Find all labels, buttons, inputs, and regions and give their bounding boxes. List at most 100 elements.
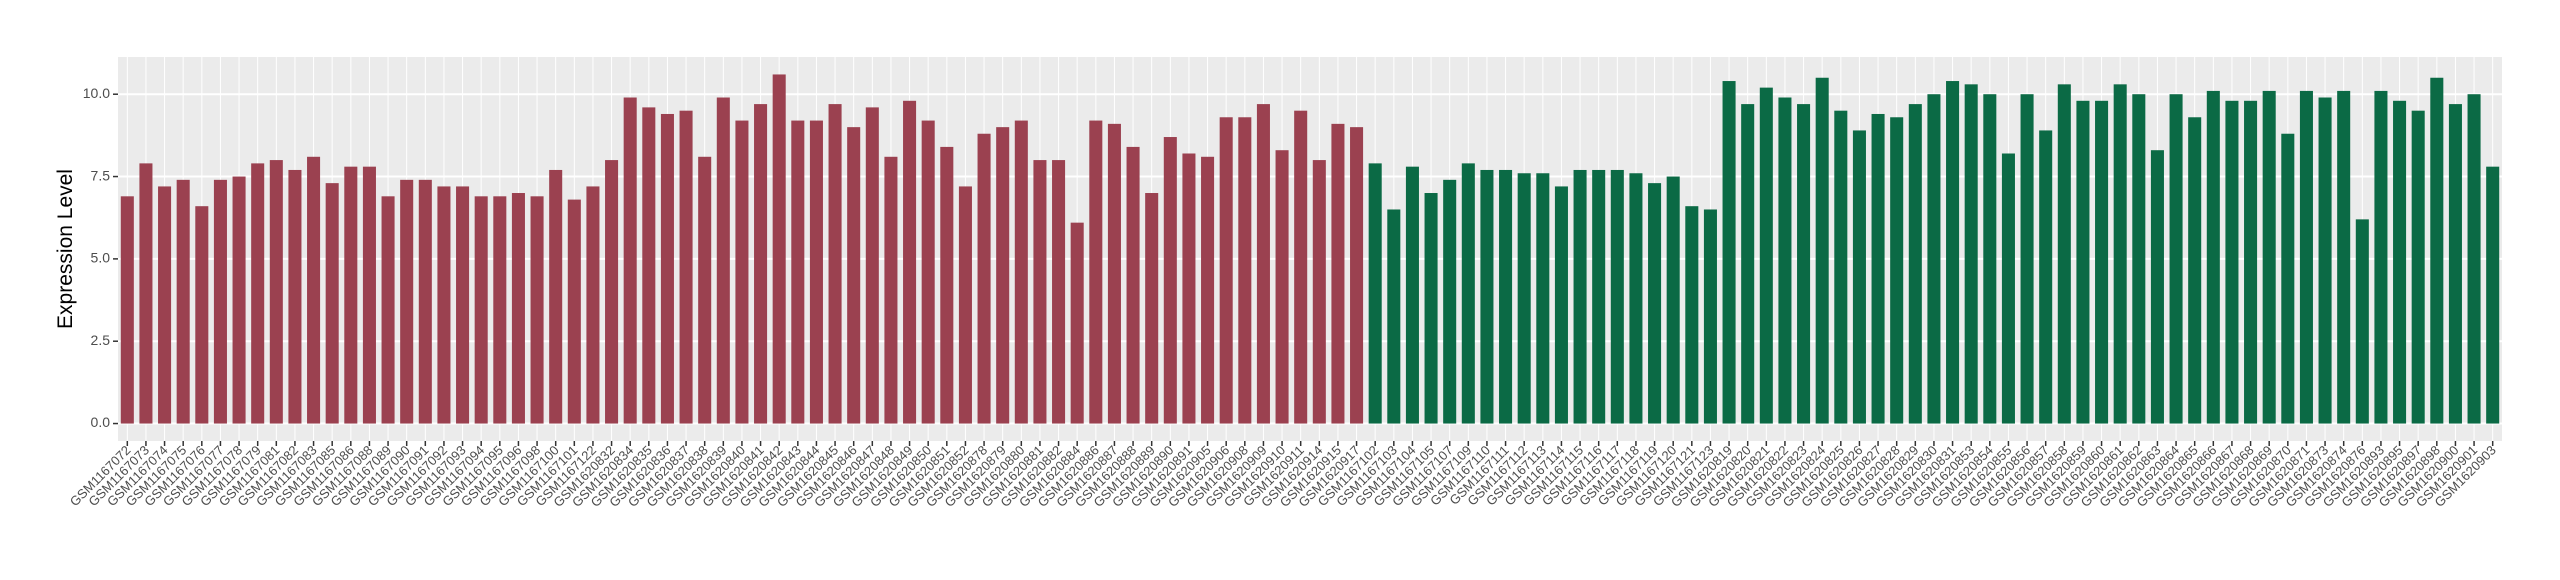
bar bbox=[1163, 137, 1177, 424]
bar bbox=[418, 179, 432, 424]
bar bbox=[1592, 169, 1606, 424]
bar bbox=[456, 186, 470, 424]
bar bbox=[1536, 173, 1550, 424]
bar bbox=[1722, 81, 1736, 424]
bar bbox=[1033, 160, 1047, 424]
bar bbox=[195, 206, 209, 424]
bar bbox=[642, 107, 656, 424]
bar bbox=[1499, 169, 1513, 424]
bar bbox=[2355, 219, 2369, 424]
bar bbox=[1685, 206, 1699, 424]
bar bbox=[1238, 117, 1252, 424]
bar bbox=[1573, 169, 1587, 424]
bar bbox=[549, 169, 563, 424]
bar bbox=[921, 120, 935, 424]
bar bbox=[1182, 153, 1196, 424]
bar bbox=[1946, 81, 1960, 424]
bar bbox=[1256, 104, 1270, 424]
bar bbox=[1089, 120, 1103, 424]
bar bbox=[1145, 193, 1159, 424]
bar bbox=[530, 196, 544, 424]
bar bbox=[158, 186, 172, 424]
bar bbox=[381, 196, 395, 424]
bar bbox=[828, 104, 842, 424]
bar bbox=[2281, 133, 2295, 424]
bar bbox=[2020, 94, 2034, 424]
bar bbox=[847, 127, 861, 424]
bar bbox=[1219, 117, 1233, 424]
bar bbox=[2169, 94, 2183, 424]
bar bbox=[2188, 117, 2202, 424]
bar bbox=[493, 196, 507, 424]
bar bbox=[2430, 77, 2444, 424]
bar bbox=[735, 120, 749, 424]
bar bbox=[307, 156, 321, 424]
bar bbox=[1778, 97, 1792, 424]
bar bbox=[2039, 130, 2053, 424]
bar bbox=[1201, 156, 1215, 424]
bar bbox=[1759, 87, 1773, 424]
bar bbox=[586, 186, 600, 424]
bar bbox=[2374, 90, 2388, 424]
bar bbox=[1405, 166, 1419, 424]
y-tick-label: 10.0 bbox=[83, 85, 110, 101]
bar bbox=[567, 199, 581, 424]
bar bbox=[1424, 193, 1438, 424]
bar bbox=[1350, 127, 1364, 424]
bar bbox=[865, 107, 879, 424]
bar bbox=[1554, 186, 1568, 424]
bar bbox=[1834, 110, 1848, 424]
bar bbox=[2132, 94, 2146, 424]
bar bbox=[605, 160, 619, 424]
bar bbox=[2001, 153, 2015, 424]
bar bbox=[1666, 176, 1680, 424]
bar bbox=[940, 146, 954, 424]
bar bbox=[903, 100, 917, 424]
bar bbox=[344, 166, 358, 424]
bar bbox=[809, 120, 823, 424]
bar bbox=[660, 113, 674, 424]
bar bbox=[791, 120, 805, 424]
bar bbox=[1610, 169, 1624, 424]
bar bbox=[1927, 94, 1941, 424]
bar bbox=[1908, 104, 1922, 424]
bar bbox=[1517, 173, 1531, 424]
bar bbox=[1461, 163, 1475, 424]
bar bbox=[1070, 222, 1084, 424]
y-tick-label: 5.0 bbox=[91, 250, 111, 266]
bar bbox=[1648, 183, 1662, 424]
bar bbox=[1443, 179, 1457, 424]
bar bbox=[2225, 100, 2239, 424]
bar bbox=[474, 196, 488, 424]
bar bbox=[2411, 110, 2425, 424]
bar bbox=[679, 110, 693, 424]
bar bbox=[698, 156, 712, 424]
bar bbox=[325, 183, 339, 424]
bar bbox=[2076, 100, 2090, 424]
bar bbox=[2113, 84, 2127, 424]
bar bbox=[1852, 130, 1866, 424]
bar bbox=[1331, 123, 1345, 424]
bar bbox=[1797, 104, 1811, 424]
bar bbox=[1741, 104, 1755, 424]
bar bbox=[139, 163, 153, 424]
bar bbox=[213, 179, 227, 424]
bar bbox=[2262, 90, 2276, 424]
bar bbox=[251, 163, 265, 424]
bar bbox=[1964, 84, 1978, 424]
bar bbox=[1052, 160, 1066, 424]
y-tick-label: 7.5 bbox=[91, 167, 111, 183]
y-tick-label: 0.0 bbox=[91, 414, 111, 430]
bar bbox=[1294, 110, 1308, 424]
bar bbox=[362, 166, 376, 424]
bar bbox=[996, 127, 1010, 424]
bar bbox=[2095, 100, 2109, 424]
bar bbox=[1629, 173, 1643, 424]
bar bbox=[1815, 77, 1829, 424]
bar bbox=[2150, 150, 2164, 424]
bar bbox=[232, 176, 246, 424]
bar bbox=[772, 74, 786, 424]
bar bbox=[1480, 169, 1494, 424]
